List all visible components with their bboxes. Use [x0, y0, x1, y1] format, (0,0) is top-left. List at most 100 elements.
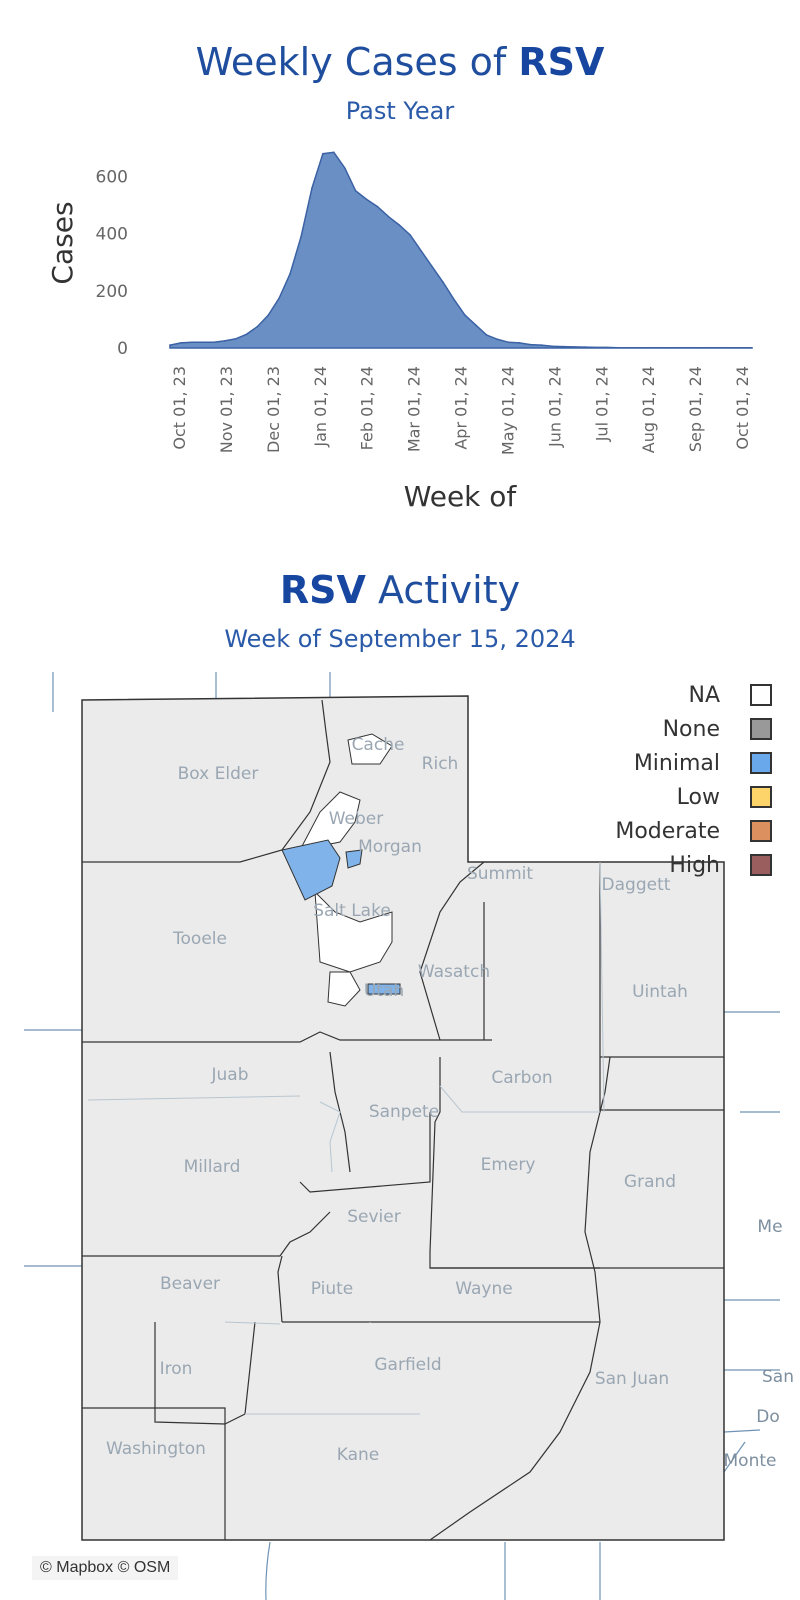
- legend-swatch: [750, 820, 772, 842]
- sub-boundaries: [87, 861, 605, 1415]
- legend-item[interactable]: High: [615, 848, 772, 882]
- data-point: [278, 297, 281, 299]
- x-ticks: Oct 01, 23 Nov 01, 23 Dec 01, 23 Jan 01, 24…: [170, 366, 752, 455]
- legend-label: Moderate: [615, 818, 720, 844]
- county-label: Piute: [311, 1279, 354, 1299]
- outside-label: San: [762, 1367, 794, 1387]
- county-label: Rich: [422, 754, 459, 774]
- area-layer: [169, 151, 753, 349]
- county-label: Box Elder: [178, 764, 259, 784]
- legend-swatch: [750, 718, 772, 740]
- data-point: [267, 314, 270, 316]
- data-point: [606, 346, 608, 349]
- legend-item[interactable]: Minimal: [615, 746, 772, 780]
- y-tick-label: 0: [117, 339, 128, 359]
- county-label: Beaver: [160, 1274, 220, 1294]
- data-point: [551, 345, 554, 348]
- data-point: [617, 346, 619, 349]
- data-point: [475, 324, 477, 326]
- data-point: [704, 346, 706, 349]
- chart-title: Weekly Cases of RSV: [0, 40, 800, 84]
- data-point: [322, 152, 324, 155]
- county-label: Wayne: [455, 1279, 512, 1299]
- county-label: Carbon: [491, 1068, 552, 1088]
- x-tick-label: Dec 01, 23: [264, 366, 283, 453]
- minimal-area-north[interactable]: [345, 849, 363, 869]
- data-point: [660, 346, 663, 349]
- data-point: [333, 151, 335, 154]
- chart-title-prefix: Weekly Cases of: [195, 40, 519, 84]
- legend-item[interactable]: Low: [615, 780, 772, 814]
- data-point: [344, 167, 346, 169]
- legend-item[interactable]: NA: [615, 678, 772, 712]
- x-tick-label: Jan 01, 24: [311, 366, 330, 448]
- data-point: [485, 334, 488, 336]
- county-label: Salt Lake: [313, 901, 391, 921]
- cases-area[interactable]: [169, 151, 753, 349]
- county-label: Morgan: [358, 837, 422, 857]
- chart-subtitle: Past Year: [345, 97, 455, 125]
- y-tick-label: 400: [96, 225, 128, 245]
- utah-state[interactable]: [81, 695, 725, 1541]
- data-point: [431, 265, 433, 268]
- data-point: [387, 215, 390, 218]
- map-subtitle: Week of September 15, 2024: [224, 625, 576, 653]
- data-point: [289, 272, 291, 275]
- x-tick-label: Aug 01, 24: [639, 366, 658, 453]
- county-label: Uintah: [632, 982, 688, 1002]
- wasatch-front-cluster: [299, 733, 393, 1007]
- data-point: [649, 346, 652, 349]
- utah-county-map[interactable]: Box Elder Cache Rich Weber Morgan Summit Dagge…: [0, 672, 800, 1600]
- county-label: Tooele: [172, 929, 227, 949]
- outside-labels: Franklin Me San Do Monte: [329, 672, 794, 1471]
- map-credit: © Mapbox © OSM: [32, 1556, 179, 1580]
- data-point: [245, 333, 248, 336]
- minimal-area-west[interactable]: [281, 839, 341, 901]
- x-tick-label: Oct 01, 23: [170, 366, 189, 450]
- x-tick-label: Feb 01, 24: [358, 366, 377, 450]
- legend-item[interactable]: Moderate: [615, 814, 772, 848]
- legend-item[interactable]: None: [615, 712, 772, 746]
- county-label: Wasatch: [418, 962, 490, 982]
- x-tick-label: Apr 01, 24: [452, 366, 471, 450]
- outside-boundaries: [24, 672, 780, 1600]
- x-tick-label: Jun 01, 24: [545, 366, 564, 448]
- weekly-cases-chart: Cases 0 200 400 600 Oct 01, 23 Nov 01, 23 Dec…: [46, 151, 753, 513]
- y-ticks: 0 200 400 600: [96, 168, 128, 359]
- data-point: [256, 325, 259, 328]
- legend-label: Minimal: [633, 750, 720, 776]
- data-point: [191, 341, 193, 344]
- county-label: Juab: [211, 1065, 249, 1085]
- y-axis-label-group: Cases: [46, 201, 79, 284]
- county-label: Iron: [160, 1359, 193, 1379]
- x-tick-label: Jul 01, 24: [592, 366, 611, 442]
- county-label: Daggett: [602, 875, 671, 895]
- county-label: Washington: [106, 1439, 206, 1459]
- county-label: Kane: [337, 1445, 380, 1465]
- y-axis-label: Cases: [46, 201, 79, 284]
- map-title-suffix: Activity: [365, 568, 521, 612]
- data-point: [202, 341, 204, 344]
- data-point: [638, 346, 641, 349]
- data-point: [409, 234, 412, 236]
- county-boundaries: [82, 699, 724, 1541]
- legend-label: High: [669, 852, 720, 878]
- outside-label: Do: [756, 1407, 780, 1427]
- county-label: Weber: [329, 809, 384, 829]
- legend-label: Low: [676, 784, 720, 810]
- minimal-area-utah[interactable]: [367, 983, 401, 995]
- data-point: [223, 340, 226, 342]
- county-label: Emery: [481, 1155, 536, 1175]
- data-point: [573, 346, 575, 348]
- data-point: [376, 205, 379, 208]
- data-point: [180, 342, 182, 344]
- outside-label: Franklin: [329, 672, 396, 677]
- legend-label: None: [662, 716, 720, 742]
- data-point: [562, 345, 564, 348]
- x-axis-label: Week of: [404, 480, 518, 513]
- data-point: [398, 224, 401, 226]
- legend-swatch: [750, 854, 772, 876]
- data-point: [354, 190, 357, 192]
- x-tick-label: Nov 01, 23: [217, 366, 236, 453]
- x-tick-label: May 01, 24: [498, 366, 517, 455]
